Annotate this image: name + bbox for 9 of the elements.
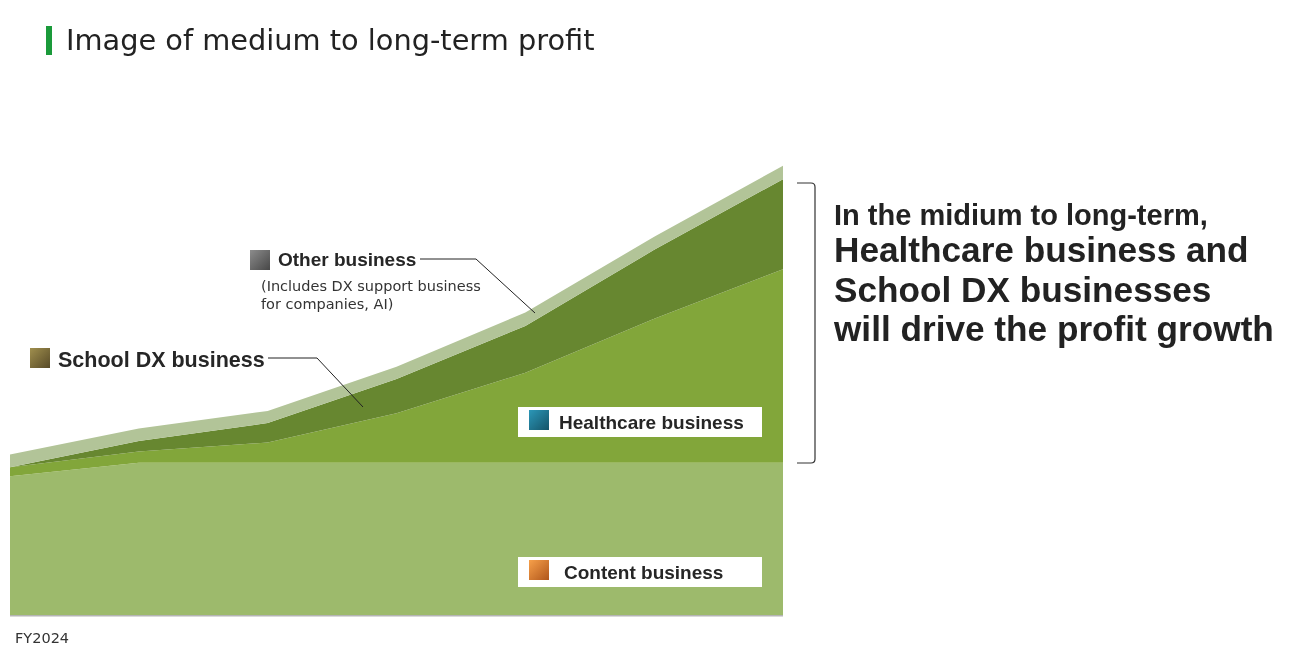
text: FY2024 bbox=[15, 630, 70, 646]
annotation: (Includes DX support business for companies, AI) bbox=[261, 278, 481, 312]
legend-label: Content business bbox=[564, 562, 724, 583]
text: In the midium to long-term, bbox=[834, 199, 1208, 231]
legend-label: Healthcare business bbox=[559, 412, 744, 433]
chart-title: Image of medium to long-term profit bbox=[66, 23, 595, 57]
legend-label: School DX business bbox=[58, 348, 265, 372]
text: Healthcare business and School DX businesses will drive the profit growth bbox=[833, 230, 1274, 348]
legend-label: Other business bbox=[278, 249, 417, 270]
